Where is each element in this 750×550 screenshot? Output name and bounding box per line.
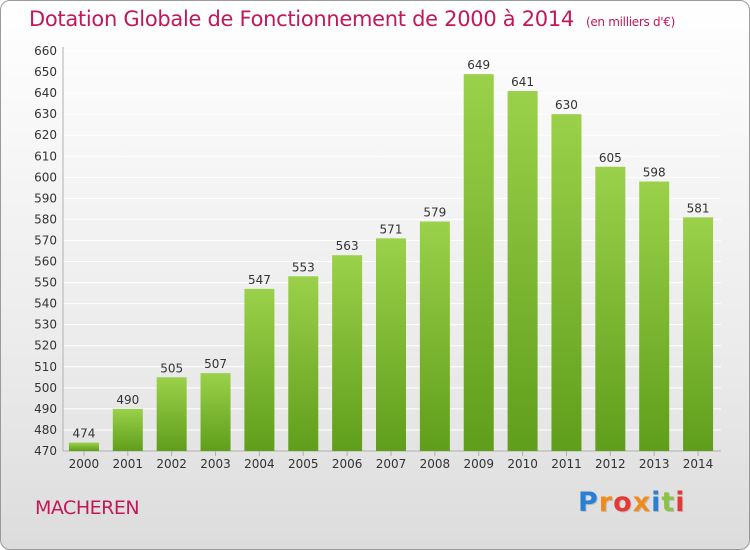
x-tick-label: 2011 — [551, 457, 582, 471]
data-label: 490 — [116, 393, 139, 407]
x-tick-label: 2004 — [244, 457, 275, 471]
data-label: 641 — [511, 75, 534, 89]
data-label: 547 — [248, 273, 271, 287]
y-tick-label: 490 — [34, 402, 57, 416]
bar — [332, 255, 363, 451]
data-label: 630 — [555, 98, 578, 112]
x-tick-label: 2002 — [156, 457, 187, 471]
bar — [200, 373, 231, 451]
x-tick-label: 2014 — [683, 457, 714, 471]
bar — [68, 442, 99, 451]
unit-label: (en milliers d'€) — [585, 15, 675, 29]
bar — [683, 217, 714, 451]
y-tick-label: 520 — [34, 339, 57, 353]
data-label: 563 — [336, 239, 359, 253]
data-label: 571 — [380, 222, 403, 236]
proxiti-logo: Proxiti — [578, 487, 686, 518]
bar — [507, 91, 538, 451]
commune-name: MACHEREN — [35, 497, 140, 519]
bar — [112, 408, 143, 451]
y-tick-label: 540 — [34, 297, 57, 311]
y-tick-label: 590 — [34, 191, 57, 205]
data-label: 579 — [423, 206, 446, 220]
bar — [419, 221, 450, 451]
data-label: 598 — [643, 166, 666, 180]
chart-title: Dotation Globale de Fonctionnement de 20… — [29, 7, 675, 31]
x-tick-label: 2012 — [595, 457, 626, 471]
y-tick-label: 640 — [34, 86, 57, 100]
bar — [244, 288, 275, 451]
y-tick-label: 620 — [34, 128, 57, 142]
y-tick-label: 630 — [34, 107, 57, 121]
data-label: 581 — [687, 201, 710, 215]
data-label: 505 — [160, 361, 183, 375]
y-tick-label: 530 — [34, 318, 57, 332]
bar — [463, 74, 494, 451]
x-tick-label: 2006 — [332, 457, 363, 471]
x-tick-label: 2003 — [200, 457, 231, 471]
y-tick-label: 500 — [34, 381, 57, 395]
y-tick-label: 600 — [34, 170, 57, 184]
x-tick-label: 2007 — [376, 457, 407, 471]
x-tick-label: 2005 — [288, 457, 319, 471]
data-label: 605 — [599, 151, 622, 165]
y-tick-label: 660 — [34, 44, 57, 58]
x-tick-label: 2009 — [463, 457, 494, 471]
y-tick-label: 480 — [34, 423, 57, 437]
chart-title-text: Dotation Globale de Fonctionnement de 20… — [29, 7, 574, 31]
bar — [288, 276, 319, 451]
data-label: 553 — [292, 260, 315, 274]
y-tick-label: 510 — [34, 360, 57, 374]
y-tick-label: 580 — [34, 212, 57, 226]
y-tick-label: 570 — [34, 233, 57, 247]
x-tick-label: 2013 — [639, 457, 670, 471]
x-tick-label: 2001 — [113, 457, 144, 471]
x-tick-label: 2000 — [69, 457, 100, 471]
x-tick-label: 2008 — [420, 457, 451, 471]
data-label: 649 — [467, 58, 490, 72]
bar — [551, 114, 582, 451]
bar — [156, 377, 187, 451]
y-tick-label: 470 — [34, 444, 57, 458]
y-tick-label: 610 — [34, 149, 57, 163]
y-tick-label: 550 — [34, 276, 57, 290]
bar — [595, 166, 626, 451]
data-label: 507 — [204, 357, 227, 371]
x-tick-label: 2010 — [507, 457, 538, 471]
y-tick-label: 650 — [34, 65, 57, 79]
bar — [376, 238, 406, 451]
data-label: 474 — [72, 427, 95, 441]
y-tick-label: 560 — [34, 255, 57, 269]
bar — [639, 181, 670, 452]
